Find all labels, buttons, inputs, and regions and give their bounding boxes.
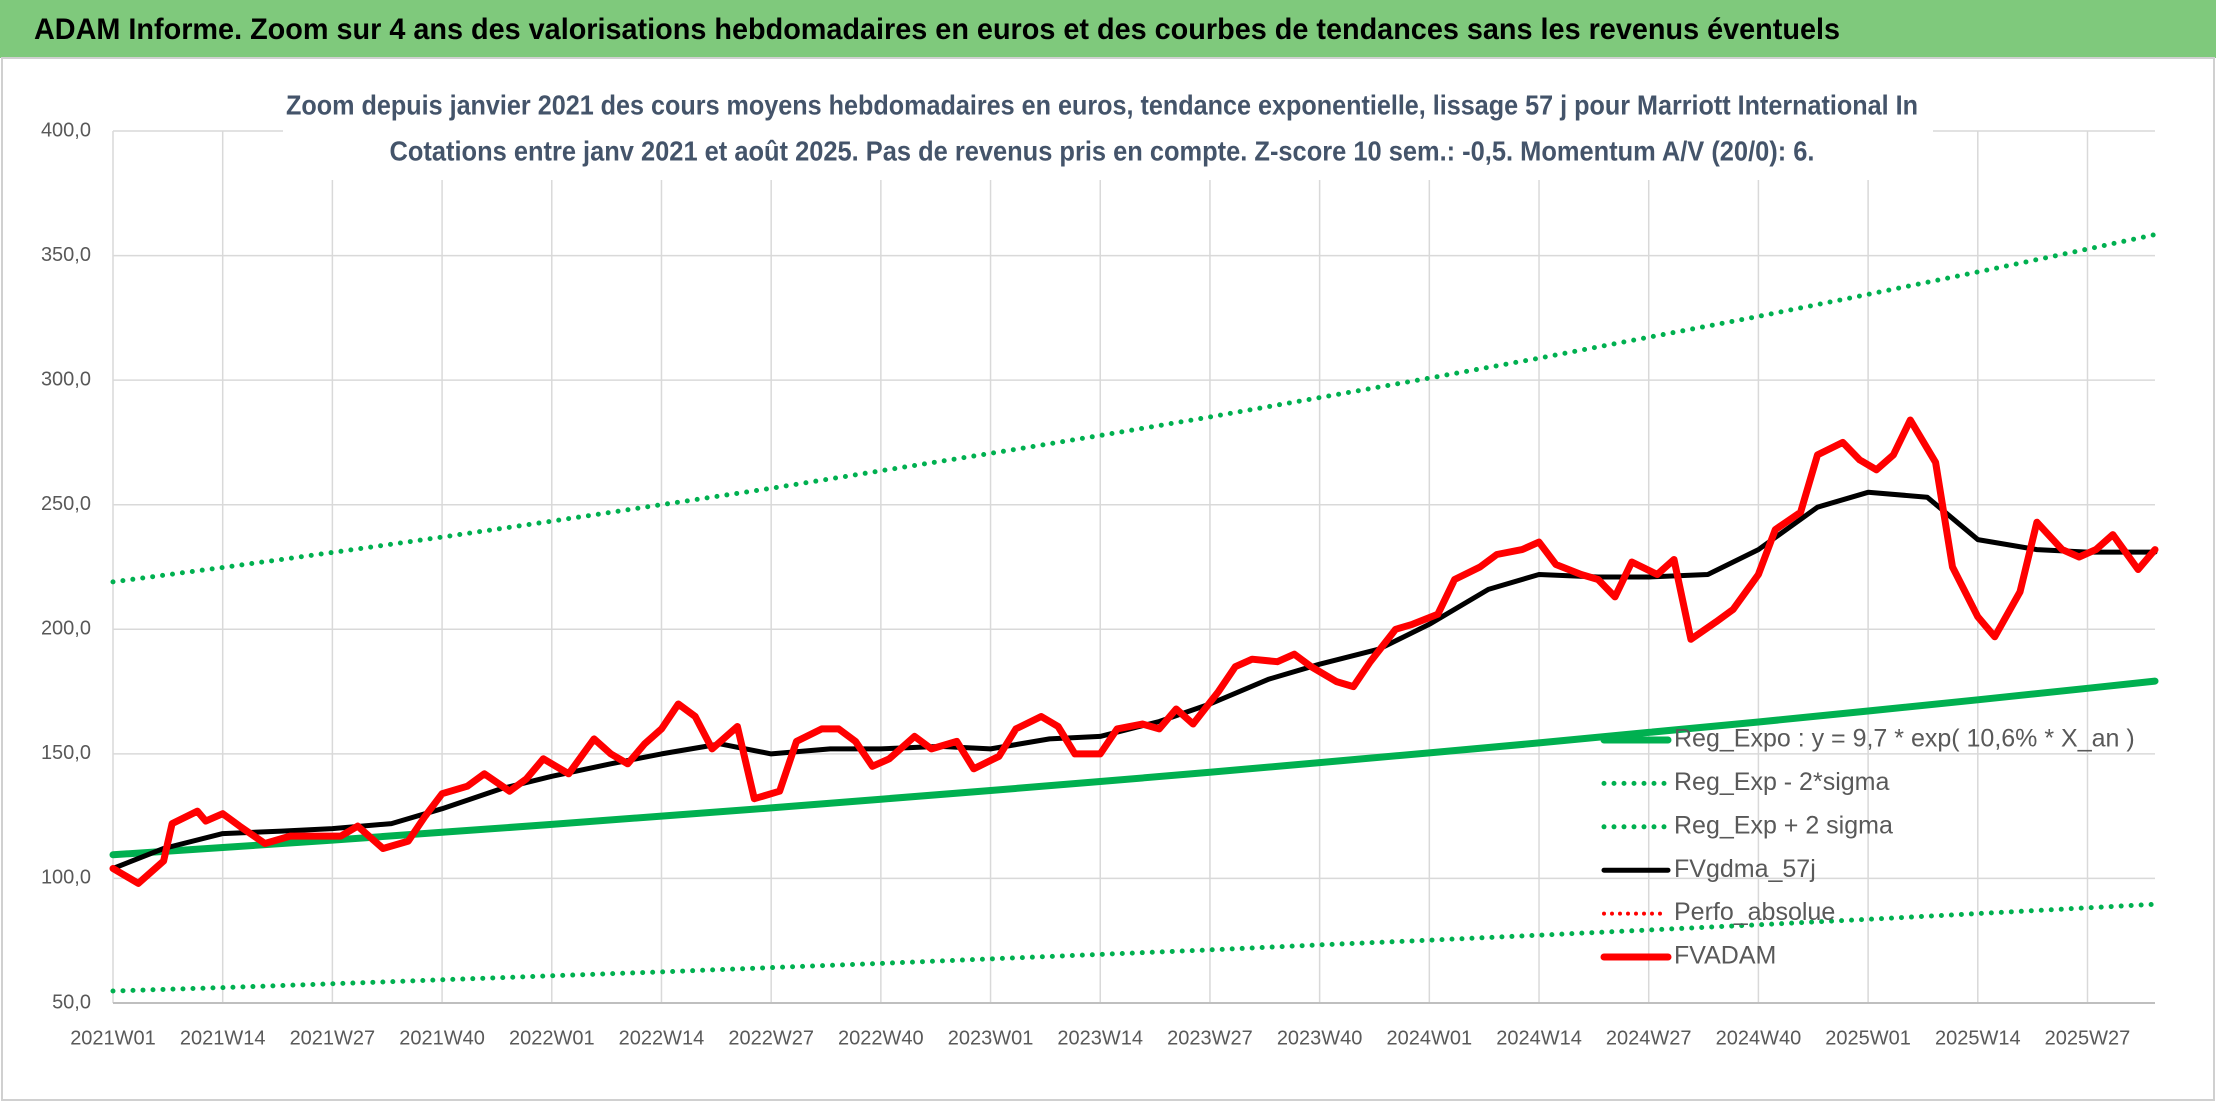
- y-tick-label: 200,0: [41, 618, 91, 640]
- y-tick-label: 400,0: [41, 119, 91, 141]
- y-tick-label: 100,0: [41, 867, 91, 889]
- y-tick-label: 300,0: [41, 368, 91, 390]
- x-tick-label: 2024W40: [1716, 1027, 1802, 1049]
- y-tick-label: 350,0: [41, 244, 91, 266]
- x-tick-label: 2025W27: [2045, 1027, 2131, 1049]
- legend-label: FVADAM: [1674, 942, 1776, 970]
- x-tick-label: 2022W01: [509, 1027, 595, 1049]
- x-tick-label: 2021W40: [399, 1027, 485, 1049]
- series-line: [109, 416, 2159, 887]
- x-tick-label: 2022W14: [619, 1027, 705, 1049]
- x-tick-label: 2025W01: [1825, 1027, 1911, 1049]
- x-tick-label: 2024W27: [1606, 1027, 1692, 1049]
- chart-title: Zoom depuis janvier 2021 des cours moyen…: [286, 89, 1918, 120]
- x-tick-label: 2023W01: [948, 1027, 1034, 1049]
- y-tick-label: 50,0: [52, 991, 91, 1013]
- x-tick-label: 2023W40: [1277, 1027, 1363, 1049]
- header-bar: [0, 0, 2216, 58]
- legend-label: Reg_Exp - 2*sigma: [1674, 768, 1889, 796]
- chart-subtitle: Cotations entre janv 2021 et août 2025. …: [390, 135, 1815, 166]
- legend-label: FVgdma_57j: [1674, 855, 1816, 883]
- header-title: ADAM Informe. Zoom sur 4 ans des valoris…: [34, 13, 1840, 46]
- series-line: [109, 677, 2159, 859]
- y-tick-label: 150,0: [41, 742, 91, 764]
- series-line: [110, 901, 2158, 994]
- x-tick-label: 2024W14: [1496, 1027, 1582, 1049]
- x-tick-label: 2021W01: [70, 1027, 156, 1049]
- legend-label: Reg_Exp + 2 sigma: [1674, 811, 1893, 839]
- legend-label: Reg_Expo : y = 9,7 * exp( 10,6% * X_an ): [1674, 725, 2135, 753]
- chart-area: [1, 57, 2215, 1101]
- y-tick-label: 250,0: [41, 493, 91, 515]
- legend-label: Perfo_absolue: [1674, 898, 1835, 926]
- x-tick-label: 2021W27: [290, 1027, 376, 1049]
- title-background: [283, 84, 1933, 180]
- x-tick-label: 2023W27: [1167, 1027, 1253, 1049]
- x-tick-label: 2025W14: [1935, 1027, 2021, 1049]
- x-tick-label: 2023W14: [1057, 1027, 1143, 1049]
- x-tick-label: 2022W27: [728, 1027, 814, 1049]
- x-tick-label: 2021W14: [180, 1027, 266, 1049]
- x-tick-label: 2022W40: [838, 1027, 924, 1049]
- series-line: [110, 232, 2158, 585]
- x-tick-label: 2024W01: [1387, 1027, 1473, 1049]
